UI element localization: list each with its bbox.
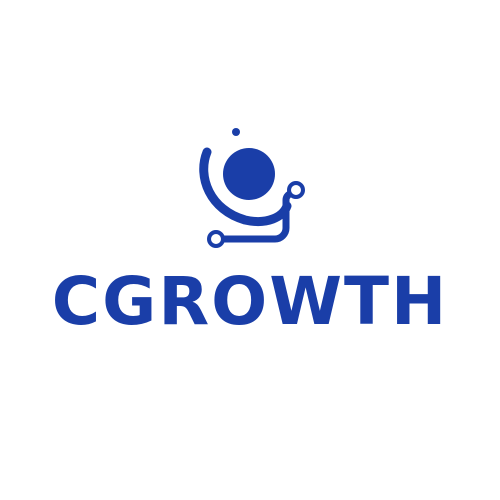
arc-stroke: [199, 147, 292, 226]
bottom-node: [207, 230, 225, 248]
top-dot: [232, 128, 240, 136]
brand-wordmark: CGROWTH: [51, 263, 449, 340]
right-node: [287, 181, 305, 199]
growth-circuit-icon: [199, 128, 305, 248]
head-circle: [223, 148, 275, 200]
